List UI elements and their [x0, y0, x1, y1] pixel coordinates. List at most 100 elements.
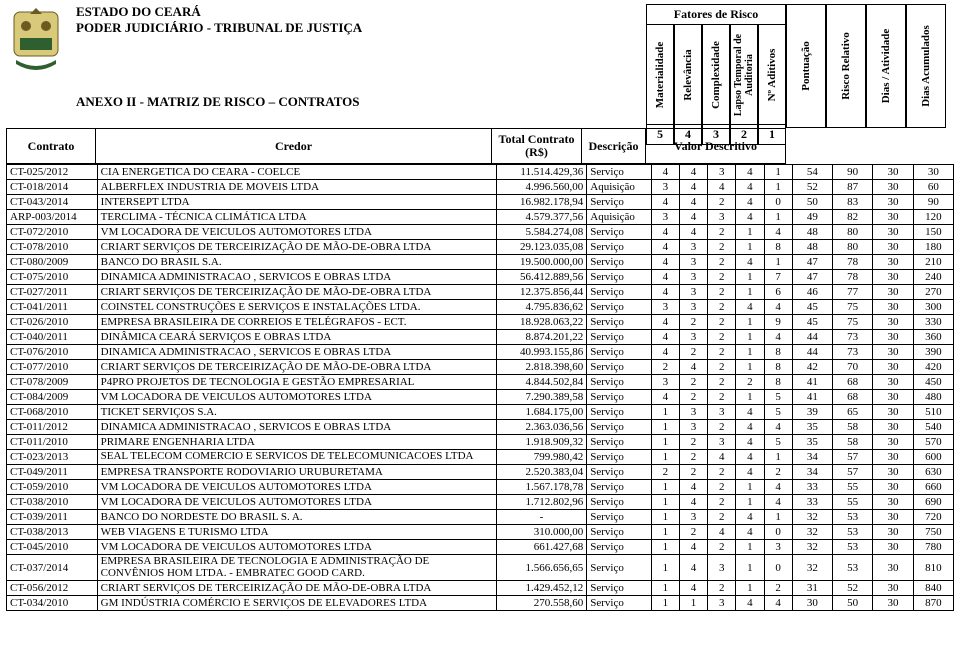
table-cell: Aquisição [587, 210, 651, 225]
table-cell: 1 [736, 495, 764, 510]
table-cell: 41 [792, 390, 832, 405]
table-cell: 30 [873, 596, 913, 611]
table-cell: 2.520.383,04 [496, 465, 587, 480]
orgao-label: PODER JUDICIÁRIO - TRIBUNAL DE JUSTIÇA [76, 20, 362, 36]
table-cell: 60 [913, 180, 953, 195]
table-cell: 0 [764, 555, 792, 581]
table-cell: CT-037/2014 [7, 555, 98, 581]
table-cell: CRIART SERVIÇOS DE TERCEIRIZAÇÃO DE MÃO-… [97, 285, 496, 300]
table-cell: COINSTEL CONSTRUÇÕES E SERVIÇOS E INSTAL… [97, 300, 496, 315]
table-cell: Serviço [587, 495, 651, 510]
table-cell: 33 [792, 495, 832, 510]
table-row: CT-080/2009BANCO DO BRASIL S.A.19.500.00… [7, 255, 954, 270]
table-cell: 4 [736, 510, 764, 525]
table-cell: CT-084/2009 [7, 390, 98, 405]
table-cell: Serviço [587, 420, 651, 435]
table-cell: 4 [679, 165, 707, 180]
table-cell: 750 [913, 525, 953, 540]
table-cell: 3 [708, 210, 736, 225]
table-cell: CT-018/2014 [7, 180, 98, 195]
table-cell: Serviço [587, 330, 651, 345]
table-cell: 840 [913, 581, 953, 596]
table-cell: 30 [873, 465, 913, 480]
table-cell: 58 [833, 435, 873, 450]
table-cell: 8 [764, 360, 792, 375]
table-cell: Serviço [587, 225, 651, 240]
table-cell: 7 [764, 270, 792, 285]
table-cell: 3 [708, 405, 736, 420]
risk-col-2: Complexidade [710, 41, 722, 109]
table-cell: - [496, 510, 587, 525]
table-cell: CT-078/2009 [7, 375, 98, 390]
table-cell: 3 [679, 240, 707, 255]
table-cell: 1 [651, 555, 679, 581]
table-cell: 3 [651, 180, 679, 195]
table-cell: 3 [708, 555, 736, 581]
table-cell: 30 [873, 345, 913, 360]
table-cell: 3 [679, 300, 707, 315]
table-cell: CT-023/2013 [7, 450, 98, 465]
table-cell: 75 [833, 315, 873, 330]
risk-col-3: Lapso Temporal de Auditoria [733, 27, 755, 122]
table-cell: 4 [679, 480, 707, 495]
table-row: CT-076/2010DINAMICA ADMINISTRACAO , SERV… [7, 345, 954, 360]
table-cell: 1 [736, 225, 764, 240]
table-cell: 3 [708, 596, 736, 611]
table-row: CT-084/2009VM LOCADORA DE VEICULOS AUTOM… [7, 390, 954, 405]
table-cell: 4 [679, 360, 707, 375]
table-cell: 41 [792, 375, 832, 390]
table-cell: 4 [651, 330, 679, 345]
table-cell: CT-049/2011 [7, 465, 98, 480]
table-cell: EMPRESA BRASILEIRA DE TECNOLOGIA E ADMIN… [97, 555, 496, 581]
table-cell: 44 [792, 330, 832, 345]
table-cell: 120 [913, 210, 953, 225]
table-cell: 4 [736, 465, 764, 480]
table-row: CT-078/2010CRIART SERVIÇOS DE TERCEIRIZA… [7, 240, 954, 255]
table-cell: 870 [913, 596, 953, 611]
table-cell: 4 [651, 285, 679, 300]
table-cell: 75 [833, 300, 873, 315]
table-cell: 55 [833, 495, 873, 510]
table-row: CT-077/2010CRIART SERVIÇOS DE TERCEIRIZA… [7, 360, 954, 375]
table-cell: 3 [679, 285, 707, 300]
table-cell: 4 [651, 390, 679, 405]
table-cell: 4 [764, 225, 792, 240]
table-cell: 2 [708, 285, 736, 300]
table-cell: 2 [708, 390, 736, 405]
table-cell: 30 [873, 180, 913, 195]
table-cell: 30 [873, 480, 913, 495]
table-cell: DINÂMICA CEARÁ SERVIÇOS E OBRAS LTDA [97, 330, 496, 345]
table-row: CT-039/2011BANCO DO NORDESTE DO BRASIL S… [7, 510, 954, 525]
table-cell: 4.795.836,62 [496, 300, 587, 315]
table-cell: 45 [792, 315, 832, 330]
table-cell: 53 [833, 525, 873, 540]
table-cell: VM LOCADORA DE VEICULOS AUTOMOTORES LTDA [97, 225, 496, 240]
table-cell: 330 [913, 315, 953, 330]
table-cell: 799.980,42 [496, 450, 587, 465]
table-cell: 4 [679, 180, 707, 195]
table-cell: 30 [873, 315, 913, 330]
table-cell: 4 [736, 300, 764, 315]
table-cell: 1 [764, 450, 792, 465]
table-cell: 73 [833, 345, 873, 360]
table-cell: 12.375.856,44 [496, 285, 587, 300]
table-row: CT-072/2010VM LOCADORA DE VEICULOS AUTOM… [7, 225, 954, 240]
table-cell: 1 [651, 510, 679, 525]
table-cell: 83 [833, 195, 873, 210]
table-row: CT-011/2012DINAMICA ADMINISTRACAO , SERV… [7, 420, 954, 435]
table-cell: 4 [651, 195, 679, 210]
table-cell: 0 [764, 195, 792, 210]
table-cell: 30 [873, 555, 913, 581]
table-cell: 1.918.909,32 [496, 435, 587, 450]
table-cell: 48 [792, 240, 832, 255]
table-cell: 1 [736, 285, 764, 300]
table-cell: 80 [833, 225, 873, 240]
table-cell: 1 [736, 240, 764, 255]
table-cell: CRIART SERVIÇOS DE TERCEIRIZAÇÃO DE MÃO-… [97, 240, 496, 255]
table-cell: 77 [833, 285, 873, 300]
tail-col-3: Dias Acumulados [920, 25, 932, 107]
contracts-table: CT-025/2012CIA ENERGETICA DO CEARA - COE… [6, 164, 954, 611]
anexo-title: ANEXO II - MATRIZ DE RISCO – CONTRATOS [76, 94, 360, 110]
table-cell: 2 [679, 450, 707, 465]
table-cell: ALBERFLEX INDUSTRIA DE MOVEIS LTDA [97, 180, 496, 195]
